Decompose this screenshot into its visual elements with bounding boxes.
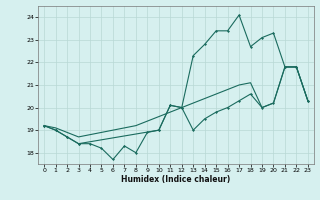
X-axis label: Humidex (Indice chaleur): Humidex (Indice chaleur) (121, 175, 231, 184)
